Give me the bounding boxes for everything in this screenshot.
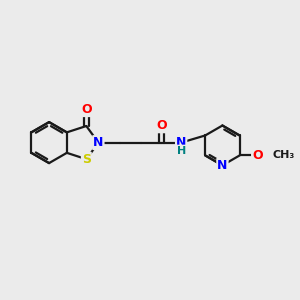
Text: CH₃: CH₃: [273, 150, 295, 161]
Text: N: N: [93, 136, 103, 149]
Text: O: O: [81, 103, 92, 116]
Text: N: N: [176, 136, 186, 149]
Text: S: S: [82, 153, 91, 166]
Text: H: H: [176, 146, 186, 156]
Text: O: O: [252, 149, 262, 162]
Text: O: O: [156, 119, 166, 132]
Text: N: N: [217, 159, 228, 172]
